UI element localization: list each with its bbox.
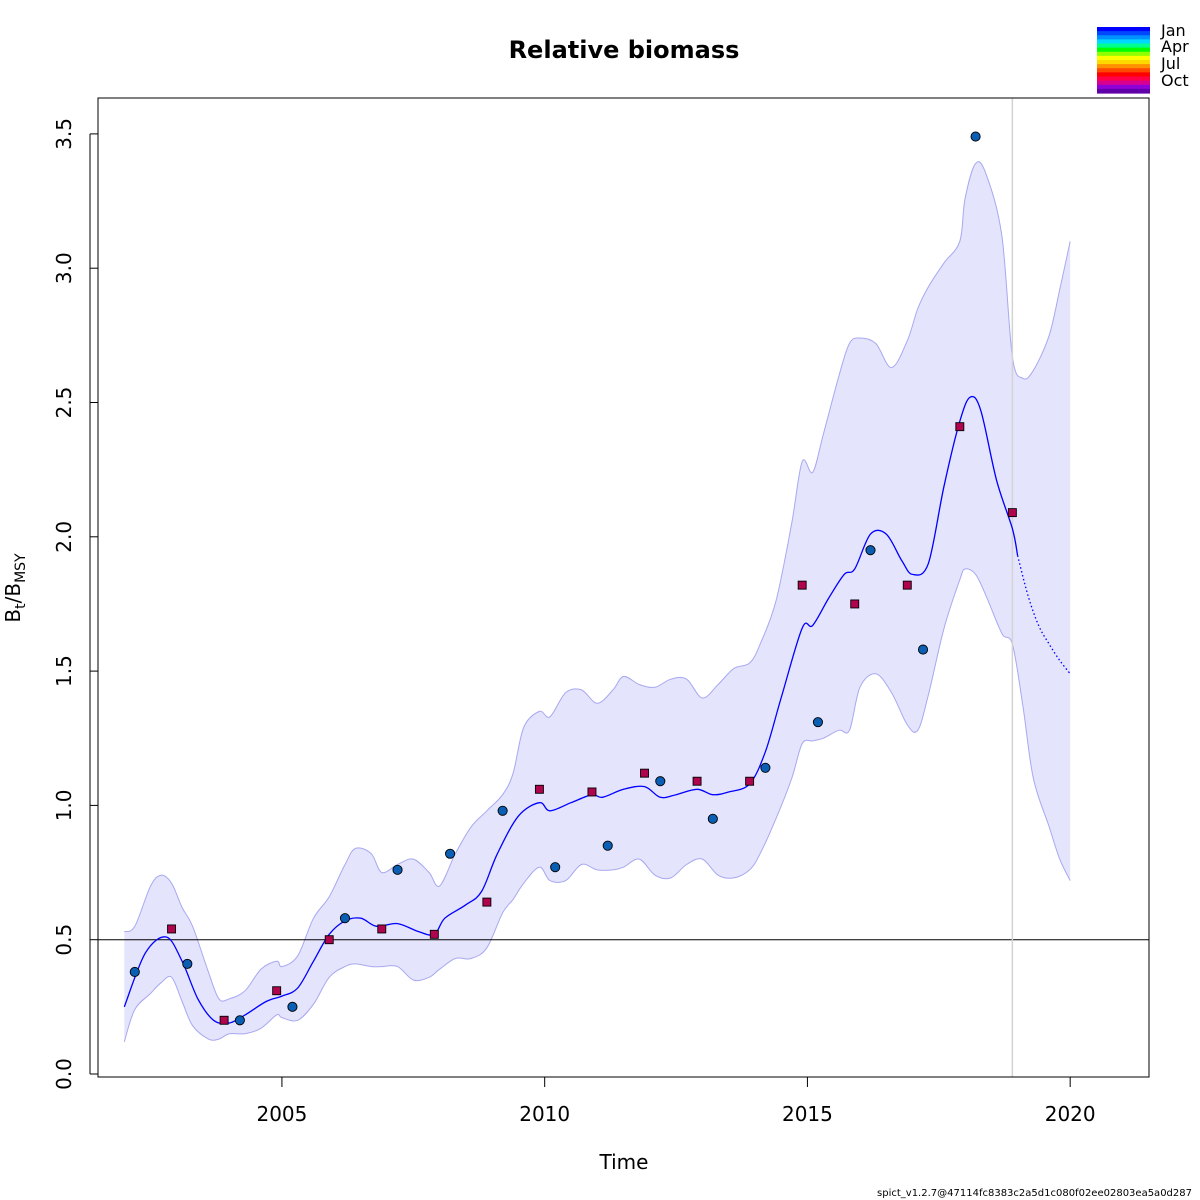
legend-color-band: [1097, 80, 1150, 86]
y-tick-label: 2.5: [52, 387, 76, 419]
legend-color-band: [1097, 68, 1150, 73]
observation-point-jan: [655, 776, 666, 787]
axes: 2005 2010 2015 2020 0.0 0.5 1.0 1.5 2.0 2.5 3.0 3.5: [52, 97, 1150, 1126]
observation-point-oct: [745, 776, 755, 786]
y-tick-label: 2.0: [52, 521, 76, 553]
legend-color-band: [1097, 35, 1150, 40]
y-tick-label: 1.5: [52, 655, 76, 687]
legend-label: Jan: [1160, 21, 1186, 40]
observation-point-oct: [272, 986, 282, 996]
observation-point-jan: [129, 966, 140, 977]
y-tick-label: 1.0: [52, 789, 76, 821]
observation-point-oct: [429, 929, 439, 939]
biomass-forecast-line: [1016, 555, 1071, 675]
ci-upper-line: [124, 161, 1071, 1002]
y-label-slash: /B: [1, 583, 25, 603]
plot-area: [98, 98, 1149, 1077]
legend-color-band: [1097, 31, 1150, 36]
observation-point-oct: [534, 784, 544, 794]
observation-point-jan: [445, 848, 456, 859]
x-tick-label: 2005: [256, 1102, 307, 1126]
observation-point-oct: [377, 924, 387, 934]
observation-point-jan: [760, 762, 771, 773]
legend-color-band: [1097, 60, 1150, 65]
legend-label: Apr: [1161, 37, 1189, 56]
observation-point-oct: [902, 580, 912, 590]
observation-point-jan: [392, 864, 403, 875]
x-axis-label: Time: [599, 1150, 649, 1174]
observation-point-oct: [587, 787, 597, 797]
y-label-sub-t: t: [13, 603, 29, 609]
plot-frame: [97, 97, 1150, 1078]
observation-point-jan: [602, 840, 613, 851]
observation-point-oct: [324, 935, 334, 945]
y-tick-label: 3.0: [52, 252, 76, 284]
observation-point-jan: [339, 913, 351, 924]
y-tick-label: 0.5: [52, 924, 76, 956]
y-tick-label: 3.5: [52, 118, 76, 150]
x-tick-label: 2020: [1045, 1102, 1096, 1126]
observation-point-oct: [1007, 508, 1017, 518]
observation-point-jan: [234, 1015, 245, 1026]
legend-color-band: [1097, 76, 1150, 82]
y-axis-label: Bt/BMSY: [1, 553, 29, 623]
x-tick-label: 2010: [519, 1102, 570, 1126]
legend-color-band: [1097, 72, 1150, 78]
legend-label: Oct: [1161, 71, 1189, 90]
legend-color-band: [1097, 64, 1150, 69]
observation-point-jan: [865, 545, 876, 556]
legend-color-band: [1097, 51, 1150, 57]
legend-color-band: [1097, 27, 1150, 32]
observation-point-jan: [970, 131, 981, 142]
observation-point-jan: [182, 958, 193, 969]
observation-point-jan: [550, 862, 561, 873]
legend-color-band: [1097, 84, 1150, 90]
legend-color-band: [1097, 47, 1150, 53]
observation-point-oct: [955, 422, 965, 432]
observation-point-jan: [287, 1001, 298, 1012]
y-label-sub-msy: MSY: [13, 553, 29, 583]
y-tick-label: 0.0: [52, 1058, 76, 1090]
legend-color-band: [1097, 43, 1150, 49]
observation-point-oct: [482, 897, 492, 907]
legend-color-band: [1097, 88, 1150, 94]
observation-point-jan: [917, 644, 929, 655]
observation-point-jan: [497, 805, 508, 816]
legend-label: Jul: [1160, 54, 1180, 73]
observation-point-oct: [219, 1015, 229, 1025]
observation-point-jan: [707, 813, 718, 824]
observation-point-oct: [797, 580, 807, 590]
confidence-band: [124, 161, 1071, 1042]
legend-color-band: [1097, 39, 1150, 45]
version-footer: spict_v1.2.7@47114fc8383c2a5d1c080f02ee0…: [877, 1188, 1192, 1199]
observation-point-oct: [850, 599, 860, 609]
observation-point-oct: [692, 776, 702, 786]
observation-point-jan: [812, 717, 823, 728]
y-label-main: B: [1, 609, 25, 623]
ci-lower-line: [123, 568, 1071, 1042]
biomass-estimate-line: [123, 395, 1019, 1025]
observation-point-oct: [640, 768, 649, 778]
legend-color-band: [1097, 55, 1150, 61]
x-tick-label: 2015: [782, 1102, 833, 1126]
observation-point-oct: [167, 924, 177, 934]
chart-title: Relative biomass: [509, 36, 740, 64]
